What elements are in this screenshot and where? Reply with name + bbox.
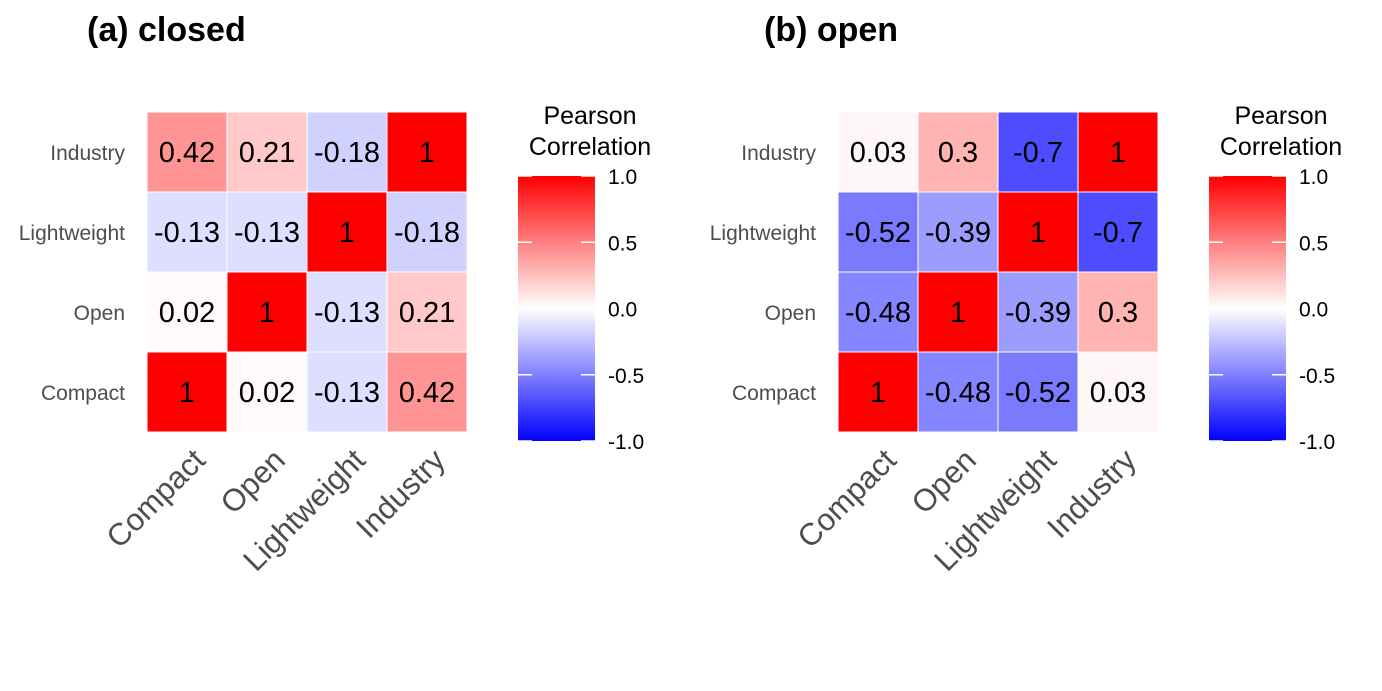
heatmap-cell-industry-compact: [837, 111, 919, 193]
x-tick-label-compact: Compact: [99, 442, 212, 555]
heatmap-cell-industry-industry: [386, 111, 468, 193]
cell-value-label: 0.02: [239, 377, 295, 409]
heatmap-cell-lightweight-compact: [837, 191, 919, 273]
cell-value-label: 0.03: [850, 137, 906, 169]
x-tick-label-industry: Industry: [1040, 442, 1143, 545]
legend-title-line: Correlation: [1220, 133, 1342, 161]
colorbar-tick-label: 1.0: [608, 166, 637, 189]
heatmap-cell-open-open: [226, 271, 308, 353]
cell-value-label: -0.13: [234, 217, 300, 249]
legend-title-line: Pearson: [1234, 102, 1327, 130]
panel-title: (a) closed: [87, 11, 246, 49]
colorbar-tick-label: -0.5: [1299, 365, 1335, 388]
heatmap-cell-compact-open: [917, 351, 999, 433]
cell-value-label: -0.7: [1093, 217, 1143, 249]
cell-value-label: 1: [1030, 217, 1046, 249]
y-tick-label-compact: Compact: [41, 382, 125, 405]
y-tick-label-open: Open: [74, 302, 125, 325]
y-tick-label-open: Open: [765, 302, 816, 325]
cell-value-label: 0.03: [1090, 377, 1146, 409]
heatmap-cell-compact-compact: [146, 351, 228, 433]
cell-value-label: 1: [870, 377, 886, 409]
y-tick-label-industry: Industry: [50, 142, 125, 165]
heatmap-cell-industry-open: [226, 111, 308, 193]
cell-value-label: -0.39: [925, 217, 991, 249]
heatmap-cell-compact-open: [226, 351, 308, 433]
x-tick-label-compact: Compact: [790, 442, 903, 555]
y-tick-label-lightweight: Lightweight: [19, 222, 125, 245]
heatmap-cell-lightweight-open: [917, 191, 999, 273]
heatmap-cell-lightweight-compact: [146, 191, 228, 273]
cell-value-label: -0.52: [1005, 377, 1071, 409]
heatmap-cell-lightweight-industry: [1077, 191, 1159, 273]
cell-value-label: 0.21: [399, 297, 455, 329]
heatmap-cell-open-lightweight: [306, 271, 388, 353]
heatmap-panel-2: (b) open 1 -0.48 -0.52 0.03 -0.48 1 -0.39 0.3 -0.…: [710, 11, 1342, 578]
cell-value-label: -0.48: [925, 377, 991, 409]
cell-value-label: 1: [339, 217, 355, 249]
cell-value-label: 0.3: [1098, 297, 1138, 329]
cell-value-label: 0.02: [159, 297, 215, 329]
heatmap-cell-open-industry: [386, 271, 468, 353]
legend-title-line: Correlation: [529, 133, 651, 161]
heatmap-panel-1: (a) closed 1 0.02 -0.13 0.42 0.02 1 -0.13 0.21 -0…: [19, 11, 651, 578]
cell-value-label: 1: [259, 297, 275, 329]
cell-value-label: 0.42: [159, 137, 215, 169]
heatmap-cell-industry-lightweight: [997, 111, 1079, 193]
colorbar-legend: Pearson Correlation 1.0 0.5 0.0 -0.5 -1.0: [518, 102, 651, 454]
cell-value-label: -0.48: [845, 297, 911, 329]
y-tick-label-industry: Industry: [741, 142, 816, 165]
colorbar-tick-label: 0.5: [1299, 232, 1328, 255]
heatmap-cell-industry-open: [917, 111, 999, 193]
y-tick-label-compact: Compact: [732, 382, 816, 405]
x-tick-label-industry: Industry: [349, 442, 452, 545]
cell-value-label: 1: [1110, 137, 1126, 169]
colorbar-legend: Pearson Correlation 1.0 0.5 0.0 -0.5 -1.0: [1209, 102, 1342, 454]
colorbar-tick-label: -1.0: [1299, 431, 1335, 454]
heatmap-cell-industry-compact: [146, 111, 228, 193]
colorbar-tick-label: 0.5: [608, 232, 637, 255]
colorbar-tick-label: -0.5: [608, 365, 644, 388]
cell-value-label: -0.39: [1005, 297, 1071, 329]
cell-value-label: -0.18: [314, 137, 380, 169]
heatmap-cell-compact-industry: [1077, 351, 1159, 433]
cell-value-label: 0.21: [239, 137, 295, 169]
panel-title: (b) open: [764, 11, 898, 49]
cell-value-label: 1: [950, 297, 966, 329]
cell-value-label: -0.13: [154, 217, 220, 249]
heatmap-cell-industry-industry: [1077, 111, 1159, 193]
heatmap-cell-open-compact: [146, 271, 228, 353]
legend-title-line: Pearson: [543, 102, 636, 130]
colorbar-tick-label: 0.0: [1299, 299, 1328, 322]
colorbar-tick-label: 1.0: [1299, 166, 1328, 189]
cell-value-label: -0.18: [394, 217, 460, 249]
colorbar-tick-label: -1.0: [608, 431, 644, 454]
heatmap-cell-open-lightweight: [997, 271, 1079, 353]
cell-value-label: -0.7: [1013, 137, 1063, 169]
cell-value-label: -0.13: [314, 377, 380, 409]
heatmap-cell-lightweight-industry: [386, 191, 468, 273]
cell-value-label: 1: [419, 137, 435, 169]
y-tick-label-lightweight: Lightweight: [710, 222, 816, 245]
cell-value-label: 0.42: [399, 377, 455, 409]
cell-value-label: -0.52: [845, 217, 911, 249]
heatmap-cell-compact-industry: [386, 351, 468, 433]
heatmap-cell-lightweight-lightweight: [997, 191, 1079, 273]
cell-value-label: -0.13: [314, 297, 380, 329]
cell-value-label: 0.3: [938, 137, 978, 169]
heatmap-cell-lightweight-open: [226, 191, 308, 273]
colorbar-tick-label: 0.0: [608, 299, 637, 322]
cell-value-label: 1: [179, 377, 195, 409]
